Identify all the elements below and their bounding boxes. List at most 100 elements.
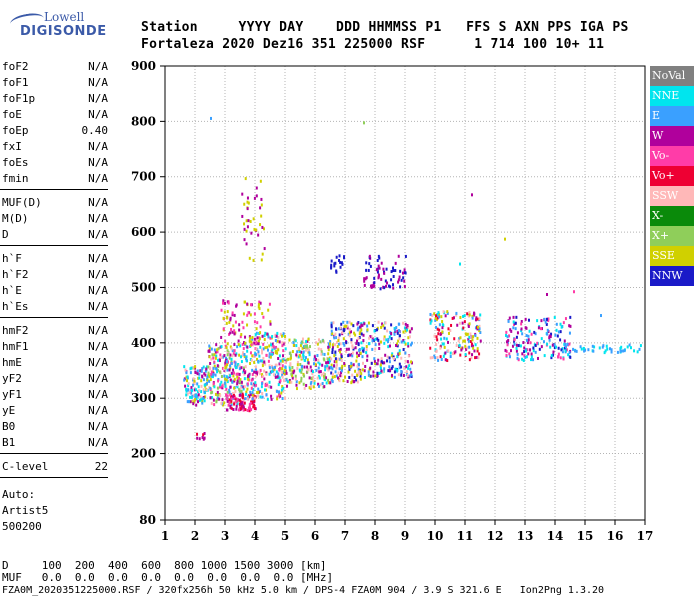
echo-point bbox=[357, 336, 360, 340]
echo-point bbox=[328, 366, 331, 370]
echo-point bbox=[508, 334, 511, 338]
echo-point bbox=[284, 369, 287, 373]
echo-point bbox=[619, 349, 622, 353]
echo-point bbox=[403, 366, 406, 370]
echo-point bbox=[271, 364, 274, 368]
echo-point bbox=[243, 401, 246, 405]
echo-point bbox=[470, 356, 473, 360]
echo-point bbox=[268, 385, 271, 389]
echo-point bbox=[335, 327, 338, 331]
echo-point bbox=[386, 359, 389, 363]
echo-point bbox=[556, 334, 559, 338]
echo-point bbox=[241, 214, 244, 218]
echo-point bbox=[225, 378, 228, 382]
echo-point bbox=[405, 370, 408, 374]
echo-point bbox=[368, 254, 371, 258]
echo-point bbox=[360, 332, 363, 336]
echo-point bbox=[260, 385, 263, 389]
echo-point bbox=[237, 343, 240, 347]
echo-point bbox=[516, 352, 519, 356]
echo-point bbox=[520, 322, 523, 326]
echo-point bbox=[285, 358, 288, 362]
echo-point bbox=[213, 348, 216, 352]
echo-point bbox=[223, 301, 226, 305]
echo-point bbox=[203, 399, 206, 403]
echo-point bbox=[555, 322, 558, 326]
echo-point bbox=[312, 375, 315, 379]
echo-point bbox=[251, 377, 254, 381]
echo-point bbox=[229, 353, 232, 357]
echo-point bbox=[343, 255, 346, 259]
echo-point bbox=[244, 408, 247, 412]
echo-point bbox=[593, 345, 596, 349]
echo-point bbox=[429, 312, 432, 316]
param-label: D bbox=[2, 228, 9, 241]
echo-point bbox=[383, 361, 386, 365]
echo-point bbox=[507, 319, 510, 323]
x-tick-label: 14 bbox=[547, 529, 564, 543]
param-label: foE bbox=[2, 108, 22, 121]
echo-point bbox=[365, 261, 368, 265]
echo-point bbox=[356, 373, 359, 377]
auto-line3: 500200 bbox=[2, 520, 42, 533]
echo-point bbox=[189, 400, 192, 404]
echo-point bbox=[330, 357, 333, 361]
echo-point bbox=[243, 368, 246, 372]
echo-point bbox=[299, 363, 302, 367]
echo-point bbox=[462, 314, 465, 318]
echo-point bbox=[437, 332, 440, 336]
echo-point bbox=[463, 320, 466, 324]
echo-point bbox=[203, 395, 206, 399]
echo-point bbox=[380, 261, 383, 265]
echo-point bbox=[278, 362, 281, 366]
echo-point bbox=[396, 344, 399, 348]
echo-point bbox=[376, 374, 379, 378]
echo-point bbox=[281, 373, 284, 377]
echo-point bbox=[229, 406, 232, 410]
echo-point bbox=[310, 384, 313, 388]
echo-point bbox=[569, 355, 572, 359]
echo-point bbox=[436, 327, 439, 331]
echo-point bbox=[270, 343, 273, 347]
echo-point bbox=[267, 359, 270, 363]
echo-point bbox=[204, 373, 207, 377]
echo-point bbox=[342, 342, 345, 346]
echo-point bbox=[568, 331, 571, 335]
echo-point bbox=[235, 303, 238, 307]
echo-point bbox=[259, 206, 262, 210]
echo-point bbox=[284, 365, 287, 369]
echo-point bbox=[324, 368, 327, 372]
echo-point bbox=[360, 341, 363, 345]
echo-point bbox=[560, 325, 563, 329]
echo-point bbox=[383, 326, 386, 330]
echo-point bbox=[322, 372, 325, 376]
echo-point bbox=[355, 359, 358, 363]
echo-point bbox=[441, 323, 444, 327]
echo-point bbox=[246, 397, 249, 401]
echo-point bbox=[390, 337, 393, 341]
echo-point bbox=[246, 200, 249, 204]
echo-point bbox=[264, 362, 267, 366]
echo-point bbox=[277, 335, 280, 339]
echo-point bbox=[254, 347, 257, 351]
x-tick-label: 6 bbox=[311, 529, 319, 543]
echo-point bbox=[330, 263, 333, 267]
echo-point bbox=[232, 324, 235, 328]
echo-point bbox=[563, 342, 566, 346]
echo-point bbox=[517, 344, 520, 348]
echo-point bbox=[299, 344, 302, 348]
echo-point bbox=[355, 351, 358, 355]
echo-point bbox=[363, 322, 366, 326]
echo-point bbox=[357, 353, 360, 357]
echo-point bbox=[526, 348, 529, 352]
echo-point bbox=[212, 398, 215, 402]
echo-point bbox=[458, 321, 461, 325]
echo-point bbox=[568, 350, 571, 354]
echo-point bbox=[229, 385, 232, 389]
echo-point bbox=[337, 338, 340, 342]
echo-point bbox=[240, 389, 243, 393]
echo-point bbox=[246, 302, 249, 306]
echo-point bbox=[548, 336, 551, 340]
echo-point bbox=[380, 357, 383, 361]
echo-point bbox=[236, 382, 239, 386]
